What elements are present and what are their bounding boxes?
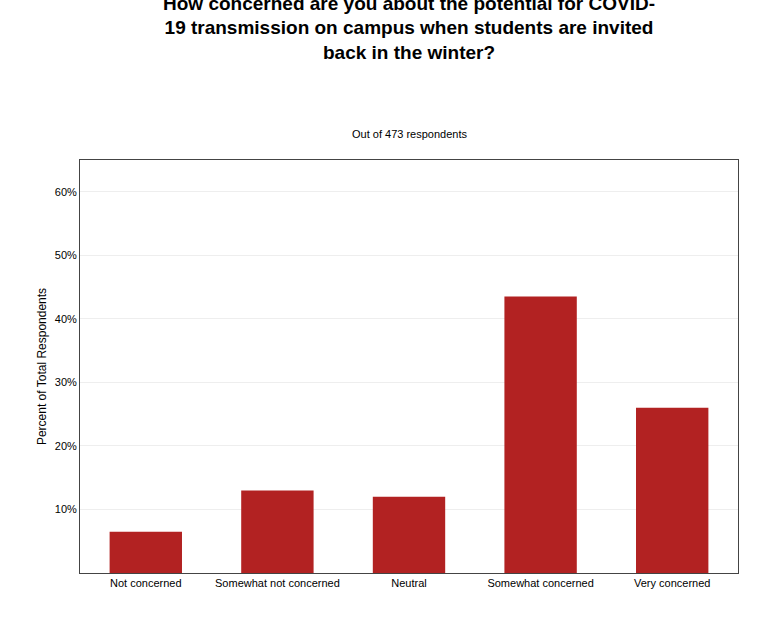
svg-text:10%: 10% — [55, 503, 77, 515]
svg-text:40%: 40% — [55, 313, 77, 325]
svg-text:Out of 473 respondents: Out of 473 respondents — [352, 128, 467, 140]
svg-text:Neutral: Neutral — [391, 577, 426, 589]
svg-text:Not concerned: Not concerned — [110, 577, 182, 589]
svg-text:Somewhat not concerned: Somewhat not concerned — [215, 577, 340, 589]
svg-text:Very concerned: Very concerned — [634, 577, 710, 589]
svg-text:How concerned are you about th: How concerned are you about the potentia… — [163, 0, 655, 63]
svg-text:30%: 30% — [55, 376, 77, 388]
svg-text:Percent of Total Respondents: Percent of Total Respondents — [35, 288, 49, 445]
svg-text:60%: 60% — [55, 186, 77, 198]
svg-text:20%: 20% — [55, 440, 77, 452]
svg-text:50%: 50% — [55, 249, 77, 261]
svg-text:Somewhat concerned: Somewhat concerned — [487, 577, 593, 589]
